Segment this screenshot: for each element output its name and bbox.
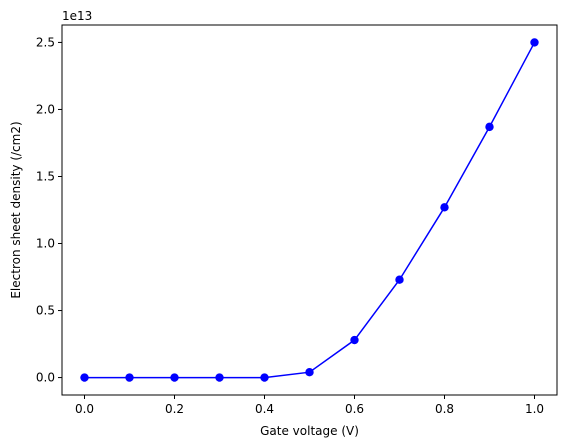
data-point [80, 373, 89, 382]
x-tick-label: 0.8 [435, 402, 454, 416]
series-layer [80, 38, 539, 382]
data-point [260, 373, 269, 382]
data-point [395, 275, 404, 284]
data-point [215, 373, 224, 382]
data-point [485, 122, 494, 132]
data-point [440, 203, 449, 212]
y-axis-label: Electron sheet density (/cm2) [9, 121, 23, 298]
y-tick-label: 1.0 [36, 237, 55, 251]
x-tick-label: 1.0 [525, 402, 544, 416]
x-tick-label: 0.2 [165, 402, 184, 416]
data-point [125, 373, 134, 382]
plot-frame [61, 24, 558, 396]
y-tick-label: 0.5 [36, 304, 55, 318]
y-tick-label: 2.5 [36, 35, 55, 49]
x-axis-label: Gate voltage (V) [260, 424, 359, 438]
data-point [305, 368, 314, 377]
x-tick-label: 0.0 [75, 402, 94, 416]
data-point [170, 373, 179, 382]
y-tick-label: 2.0 [36, 102, 55, 116]
data-point [530, 38, 539, 47]
plot-area [62, 25, 557, 395]
x-tick-label: 0.4 [255, 402, 274, 416]
x-tick-label: 0.6 [345, 402, 364, 416]
data-point [350, 335, 359, 345]
y-tick-label: 1.5 [36, 169, 55, 183]
y-tick-label: 0.0 [36, 371, 55, 385]
y-axis-ticks: 0.0 0.5 1.0 1.5 2.0 2.5 [36, 35, 62, 385]
x-axis-ticks: 0.0 0.2 0.4 0.6 0.8 1.0 [75, 395, 544, 416]
y-offset-label: 1e13 [62, 9, 92, 23]
